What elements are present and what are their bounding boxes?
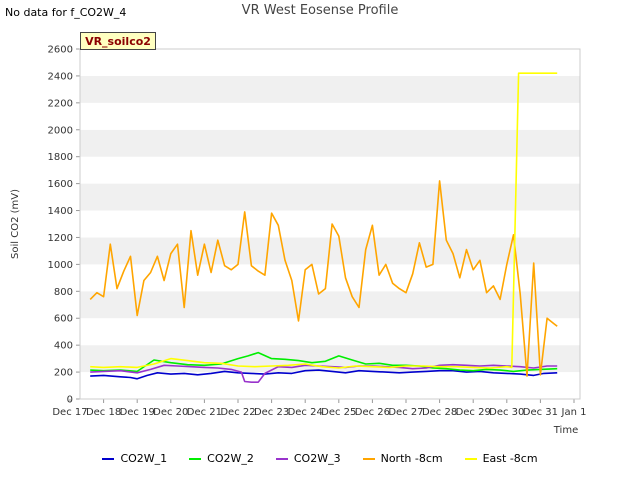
x-tick-label: Dec 25 — [321, 407, 356, 418]
y-tick-label: 200 — [54, 368, 73, 379]
grid-band — [80, 291, 580, 319]
y-axis: 0200400600800100012001400160018002000220… — [48, 45, 80, 406]
series-line-co2w-2 — [90, 351, 558, 373]
x-tick-label: Dec 17 — [52, 407, 87, 418]
x-tick-label: Dec 31 — [523, 407, 558, 418]
x-tick-label: Dec 20 — [153, 407, 188, 418]
x-tick-label: Dec 26 — [355, 407, 390, 418]
legend-swatch-co2w-2 — [189, 457, 202, 460]
grid-band — [80, 210, 580, 238]
x-tick-label: Dec 29 — [456, 407, 491, 418]
grid-band — [80, 129, 580, 157]
series-line-east-8cm — [90, 72, 558, 369]
plot-area-frame — [79, 48, 581, 400]
no-data-note: No data for f_CO2W_4 — [5, 6, 127, 19]
y-tick-label: 1600 — [48, 179, 73, 190]
y-axis-label: Soil CO2 (mV) — [10, 189, 21, 259]
y-tick-label: 1400 — [48, 206, 73, 217]
x-tick-label: Dec 18 — [86, 407, 121, 418]
series-lines — [89, 72, 558, 384]
x-axis-label: Time — [553, 425, 578, 436]
legend-item-co2w-3: CO2W_3 — [275, 452, 341, 465]
x-tick-label: Dec 28 — [422, 407, 457, 418]
y-tick-label: 2200 — [48, 98, 73, 109]
legend-item-co2w-2: CO2W_2 — [189, 452, 254, 465]
x-tick-label: Dec 21 — [187, 407, 222, 418]
legend-label-east-8cm: East -8cm — [482, 452, 538, 465]
x-tick-label: Dec 22 — [220, 407, 255, 418]
x-tick-label: Dec 30 — [489, 407, 524, 418]
y-tick-label: 2000 — [48, 125, 73, 136]
legend-item-north-8cm: North -8cm — [362, 452, 443, 465]
y-tick-label: 800 — [54, 287, 73, 298]
x-tick-label: Dec 24 — [288, 407, 323, 418]
y-tick-label: 1200 — [48, 233, 73, 244]
legend-label-north-8cm: North -8cm — [380, 452, 443, 465]
grid-band — [80, 49, 580, 76]
y-tick-label: 600 — [54, 314, 73, 325]
legend-label-co2w-2: CO2W_2 — [207, 452, 254, 465]
grid-band — [80, 372, 580, 399]
legend-item-co2w-1: CO2W_1 — [102, 452, 167, 465]
series-line-north-8cm — [89, 180, 558, 377]
grid-band — [80, 75, 580, 103]
legend-label-co2w-3: CO2W_3 — [293, 452, 341, 465]
grid-bands — [80, 49, 580, 399]
y-tick-label: 1000 — [48, 260, 73, 271]
y-tick-label: 2600 — [48, 45, 73, 56]
legend-swatch-co2w-3 — [275, 457, 288, 460]
series-line-co2w-1 — [90, 369, 558, 380]
grid-band — [80, 318, 580, 346]
x-tick-label: Dec 27 — [388, 407, 423, 418]
legend-label-co2w-1: CO2W_1 — [120, 452, 168, 465]
legend-item-east-8cm: East -8cm — [464, 452, 538, 465]
legend-swatch-co2w-1 — [102, 457, 115, 460]
y-tick-label: 2400 — [48, 71, 73, 82]
grid-band — [80, 156, 580, 184]
legend-swatch-north-8cm — [362, 457, 375, 460]
grid-band — [80, 102, 580, 130]
x-tick-label: Dec 19 — [120, 407, 155, 418]
y-tick-label: 400 — [54, 341, 73, 352]
y-tick-label: 1800 — [48, 152, 73, 163]
grid-band — [80, 183, 580, 211]
x-tick-label: Dec 23 — [254, 407, 289, 418]
legend-swatch-east-8cm — [464, 457, 477, 460]
legend: CO2W_1 CO2W_2 CO2W_3 North -8cm East -8c… — [0, 452, 640, 465]
x-tick-label: Jan 1 — [561, 407, 587, 418]
chart-title: VR West Eosense Profile — [241, 3, 399, 18]
site-tag-badge: VR_soilco2 — [80, 32, 156, 50]
